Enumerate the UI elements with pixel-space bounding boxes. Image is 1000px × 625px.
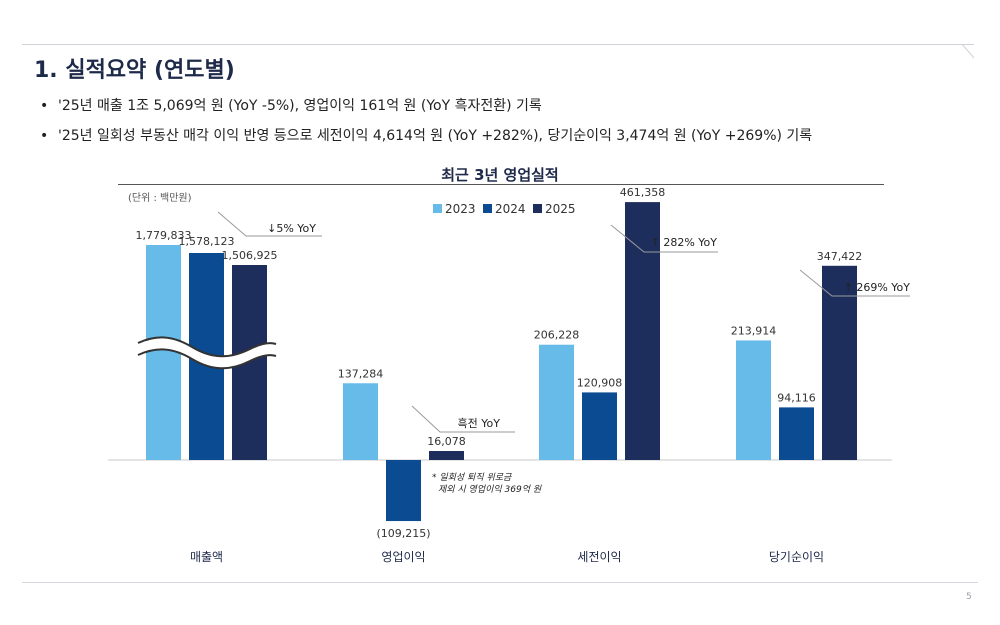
annotations-layer: ↓5% YoY 흑전 YoY ↑ 282% YoY ↑ 269% YoY	[217, 211, 911, 433]
category-label: 영업이익	[381, 550, 425, 564]
annotation-leader	[799, 269, 910, 297]
bar-2024	[779, 407, 814, 460]
bar-value-label: 347,422	[817, 250, 863, 263]
bar-2023	[539, 344, 574, 460]
top-divider	[22, 44, 974, 45]
bar-2023	[736, 340, 771, 460]
annotation-leader	[610, 224, 718, 253]
bar-value-label: (109,215)	[376, 527, 430, 540]
annotation-leader	[217, 211, 322, 237]
legend-label: 2024	[495, 202, 526, 216]
summary-bullets: '25년 매출 1조 5,069억 원 (YoY -5%), 영업이익 161억…	[40, 96, 812, 156]
page-title: 1. 실적요약 (연도별)	[34, 58, 235, 83]
footnote: * 일회성 퇴직 위로금 제외 시 영업이익 369억 원	[432, 472, 542, 495]
bar-value-label: 1,779,833	[136, 229, 192, 242]
unit-label: (단위 : 백만원)	[128, 191, 192, 204]
bar-2023	[146, 245, 181, 460]
legend-swatch	[483, 204, 492, 213]
yoy-annotation: ↓5% YoY	[267, 222, 316, 235]
summary-bullet: '25년 매출 1조 5,069억 원 (YoY -5%), 영업이익 161억…	[40, 96, 812, 126]
yoy-annotation: 흑전 YoY	[458, 416, 501, 430]
bar-2025	[822, 265, 857, 460]
summary-bullet: '25년 일회성 부동산 매각 이익 반영 등으로 세전이익 4,614억 원 …	[40, 126, 812, 156]
bar-2025	[429, 451, 464, 460]
annotation-leader	[411, 405, 515, 433]
legend-label: 2025	[545, 202, 576, 216]
bar-2025	[625, 202, 660, 460]
bar-value-label: 213,914	[731, 324, 777, 337]
bar-value-label: 94,116	[777, 391, 816, 404]
bar-2024	[582, 392, 617, 460]
footnote-line: 제외 시 영업이익 369억 원	[438, 484, 542, 495]
bar-value-label: 206,228	[534, 329, 580, 342]
legend-swatch	[533, 204, 542, 213]
footnote-line: * 일회성 퇴직 위로금	[432, 472, 512, 483]
category-label: 세전이익	[577, 550, 621, 564]
yoy-annotation: ↑ 269% YoY	[844, 281, 911, 294]
yoy-annotation: ↑ 282% YoY	[651, 236, 718, 249]
bar-value-label: 1,578,123	[179, 235, 235, 248]
category-label: 당기순이익	[769, 550, 824, 564]
bar-value-label: 16,078	[427, 435, 466, 448]
category-label: 매출액	[190, 550, 223, 564]
corner-decoration	[958, 44, 975, 59]
page-number: 5	[966, 592, 972, 602]
legend: 2023 2024 2025	[433, 202, 576, 216]
legend-swatch	[433, 204, 442, 213]
axis-break-mark	[137, 336, 277, 370]
bar-value-label: 461,358	[620, 186, 666, 199]
bar-2024	[386, 460, 421, 522]
chart-title: 최근 3년 영업실적	[441, 166, 559, 184]
chart-title-rule	[118, 184, 884, 185]
bar-value-label: 1,506,925	[222, 249, 278, 262]
bar-value-label: 137,284	[338, 367, 384, 380]
bar-2023	[343, 383, 378, 460]
legend-label: 2023	[445, 202, 476, 216]
bottom-divider	[22, 582, 978, 583]
bar-value-label: 120,908	[577, 376, 623, 389]
